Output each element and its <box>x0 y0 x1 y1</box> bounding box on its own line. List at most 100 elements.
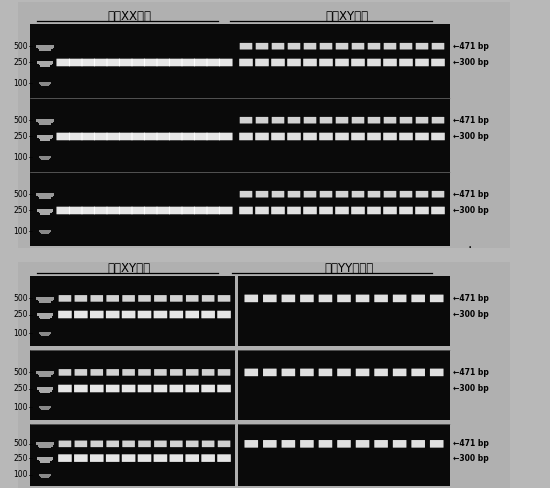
Bar <box>37 372 52 375</box>
FancyBboxPatch shape <box>244 368 258 376</box>
FancyBboxPatch shape <box>304 43 316 49</box>
FancyBboxPatch shape <box>182 59 195 66</box>
Bar <box>238 350 450 420</box>
FancyBboxPatch shape <box>169 133 183 140</box>
FancyBboxPatch shape <box>74 311 87 318</box>
FancyBboxPatch shape <box>411 295 425 302</box>
FancyBboxPatch shape <box>240 191 252 198</box>
FancyBboxPatch shape <box>430 440 443 447</box>
FancyBboxPatch shape <box>300 440 313 447</box>
FancyBboxPatch shape <box>156 59 170 66</box>
FancyBboxPatch shape <box>318 440 332 447</box>
Bar <box>41 158 49 160</box>
FancyBboxPatch shape <box>367 207 381 214</box>
Text: 250: 250 <box>14 132 28 141</box>
Text: 100: 100 <box>14 403 28 412</box>
FancyBboxPatch shape <box>186 441 199 447</box>
FancyBboxPatch shape <box>255 59 269 66</box>
FancyBboxPatch shape <box>256 43 268 49</box>
FancyBboxPatch shape <box>415 59 429 66</box>
FancyBboxPatch shape <box>303 133 317 140</box>
FancyBboxPatch shape <box>90 295 103 302</box>
FancyBboxPatch shape <box>411 368 425 376</box>
FancyBboxPatch shape <box>255 133 269 140</box>
Bar <box>37 194 52 197</box>
FancyBboxPatch shape <box>57 133 70 140</box>
Bar <box>41 334 49 336</box>
FancyBboxPatch shape <box>431 207 445 214</box>
FancyBboxPatch shape <box>336 43 348 49</box>
FancyBboxPatch shape <box>194 133 207 140</box>
Bar <box>39 300 51 303</box>
FancyBboxPatch shape <box>182 133 195 140</box>
FancyBboxPatch shape <box>416 117 428 123</box>
FancyBboxPatch shape <box>81 59 95 66</box>
Bar <box>39 458 52 461</box>
Bar <box>30 24 450 98</box>
FancyBboxPatch shape <box>201 385 215 392</box>
FancyBboxPatch shape <box>272 117 284 123</box>
FancyBboxPatch shape <box>375 295 388 302</box>
FancyBboxPatch shape <box>432 117 444 123</box>
FancyBboxPatch shape <box>416 191 428 198</box>
Bar <box>41 408 49 410</box>
FancyBboxPatch shape <box>131 207 145 214</box>
FancyBboxPatch shape <box>287 207 301 214</box>
Text: ←300 bp: ←300 bp <box>453 206 489 215</box>
FancyBboxPatch shape <box>219 207 233 214</box>
FancyBboxPatch shape <box>319 207 333 214</box>
Text: ←300 bp: ←300 bp <box>453 454 489 463</box>
FancyBboxPatch shape <box>288 117 300 123</box>
FancyBboxPatch shape <box>58 454 72 462</box>
FancyBboxPatch shape <box>217 454 231 462</box>
FancyBboxPatch shape <box>75 369 87 376</box>
Text: 遗传XY雄性: 遗传XY雄性 <box>108 262 151 275</box>
FancyBboxPatch shape <box>399 59 413 66</box>
Bar <box>37 457 53 460</box>
Text: 100: 100 <box>14 329 28 338</box>
Text: 500: 500 <box>13 190 28 199</box>
Bar <box>39 332 51 334</box>
Bar <box>39 48 51 51</box>
FancyBboxPatch shape <box>399 133 413 140</box>
FancyBboxPatch shape <box>351 133 365 140</box>
FancyBboxPatch shape <box>57 207 70 214</box>
FancyBboxPatch shape <box>271 207 285 214</box>
FancyBboxPatch shape <box>154 369 167 376</box>
FancyBboxPatch shape <box>384 191 397 198</box>
FancyBboxPatch shape <box>106 295 119 302</box>
Text: 500: 500 <box>13 368 28 377</box>
Bar <box>30 98 450 172</box>
FancyBboxPatch shape <box>320 191 332 198</box>
FancyBboxPatch shape <box>69 133 82 140</box>
Bar <box>0 248 550 262</box>
Bar <box>40 157 50 159</box>
FancyBboxPatch shape <box>194 207 207 214</box>
FancyBboxPatch shape <box>186 295 199 302</box>
FancyBboxPatch shape <box>393 368 406 376</box>
FancyBboxPatch shape <box>169 311 183 318</box>
Bar <box>39 474 51 476</box>
FancyBboxPatch shape <box>219 133 233 140</box>
Bar <box>39 446 51 448</box>
FancyBboxPatch shape <box>106 385 119 392</box>
FancyBboxPatch shape <box>240 117 252 123</box>
FancyBboxPatch shape <box>75 441 87 447</box>
Text: 250: 250 <box>14 454 28 463</box>
FancyBboxPatch shape <box>202 295 214 302</box>
FancyBboxPatch shape <box>218 295 230 302</box>
Bar <box>39 196 51 199</box>
FancyBboxPatch shape <box>153 385 167 392</box>
Bar <box>41 476 49 478</box>
Text: 500: 500 <box>13 116 28 125</box>
FancyBboxPatch shape <box>319 59 333 66</box>
FancyBboxPatch shape <box>287 59 301 66</box>
FancyBboxPatch shape <box>304 191 316 198</box>
Bar <box>40 460 50 463</box>
Bar <box>18 2 510 248</box>
FancyBboxPatch shape <box>368 43 380 49</box>
FancyBboxPatch shape <box>383 207 397 214</box>
Text: 250: 250 <box>14 206 28 215</box>
FancyBboxPatch shape <box>217 385 231 392</box>
FancyBboxPatch shape <box>218 369 230 376</box>
